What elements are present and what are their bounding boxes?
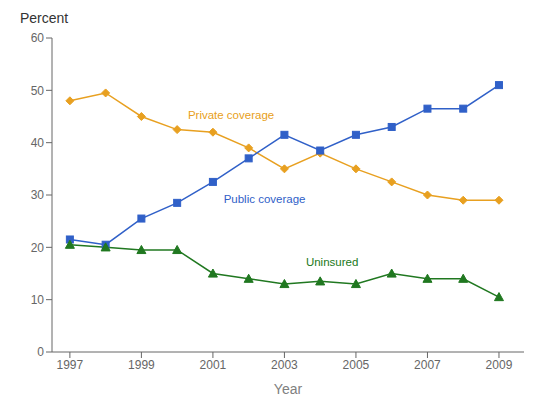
html-text:Percent: Percent (20, 10, 69, 26)
svg-text:2003: 2003 (271, 358, 298, 372)
svg-text:Year: Year (274, 381, 303, 397)
svg-text:1997: 1997 (57, 358, 84, 372)
svg-text:40: 40 (31, 136, 45, 150)
svg-text:Uninsured: Uninsured (306, 256, 358, 268)
svg-text:2009: 2009 (486, 358, 513, 372)
svg-text:30: 30 (31, 188, 45, 202)
svg-text:0: 0 (37, 345, 44, 359)
svg-text:2005: 2005 (343, 358, 370, 372)
svg-text:Private coverage: Private coverage (188, 109, 274, 121)
svg-text:50: 50 (31, 84, 45, 98)
svg-text:2001: 2001 (200, 358, 227, 372)
svg-text:Public coverage: Public coverage (224, 193, 306, 205)
svg-text:2007: 2007 (414, 358, 441, 372)
svg-text:1999: 1999 (128, 358, 155, 372)
svg-text:10: 10 (31, 293, 45, 307)
svg-text:60: 60 (31, 31, 45, 45)
svg-text:20: 20 (31, 241, 45, 255)
